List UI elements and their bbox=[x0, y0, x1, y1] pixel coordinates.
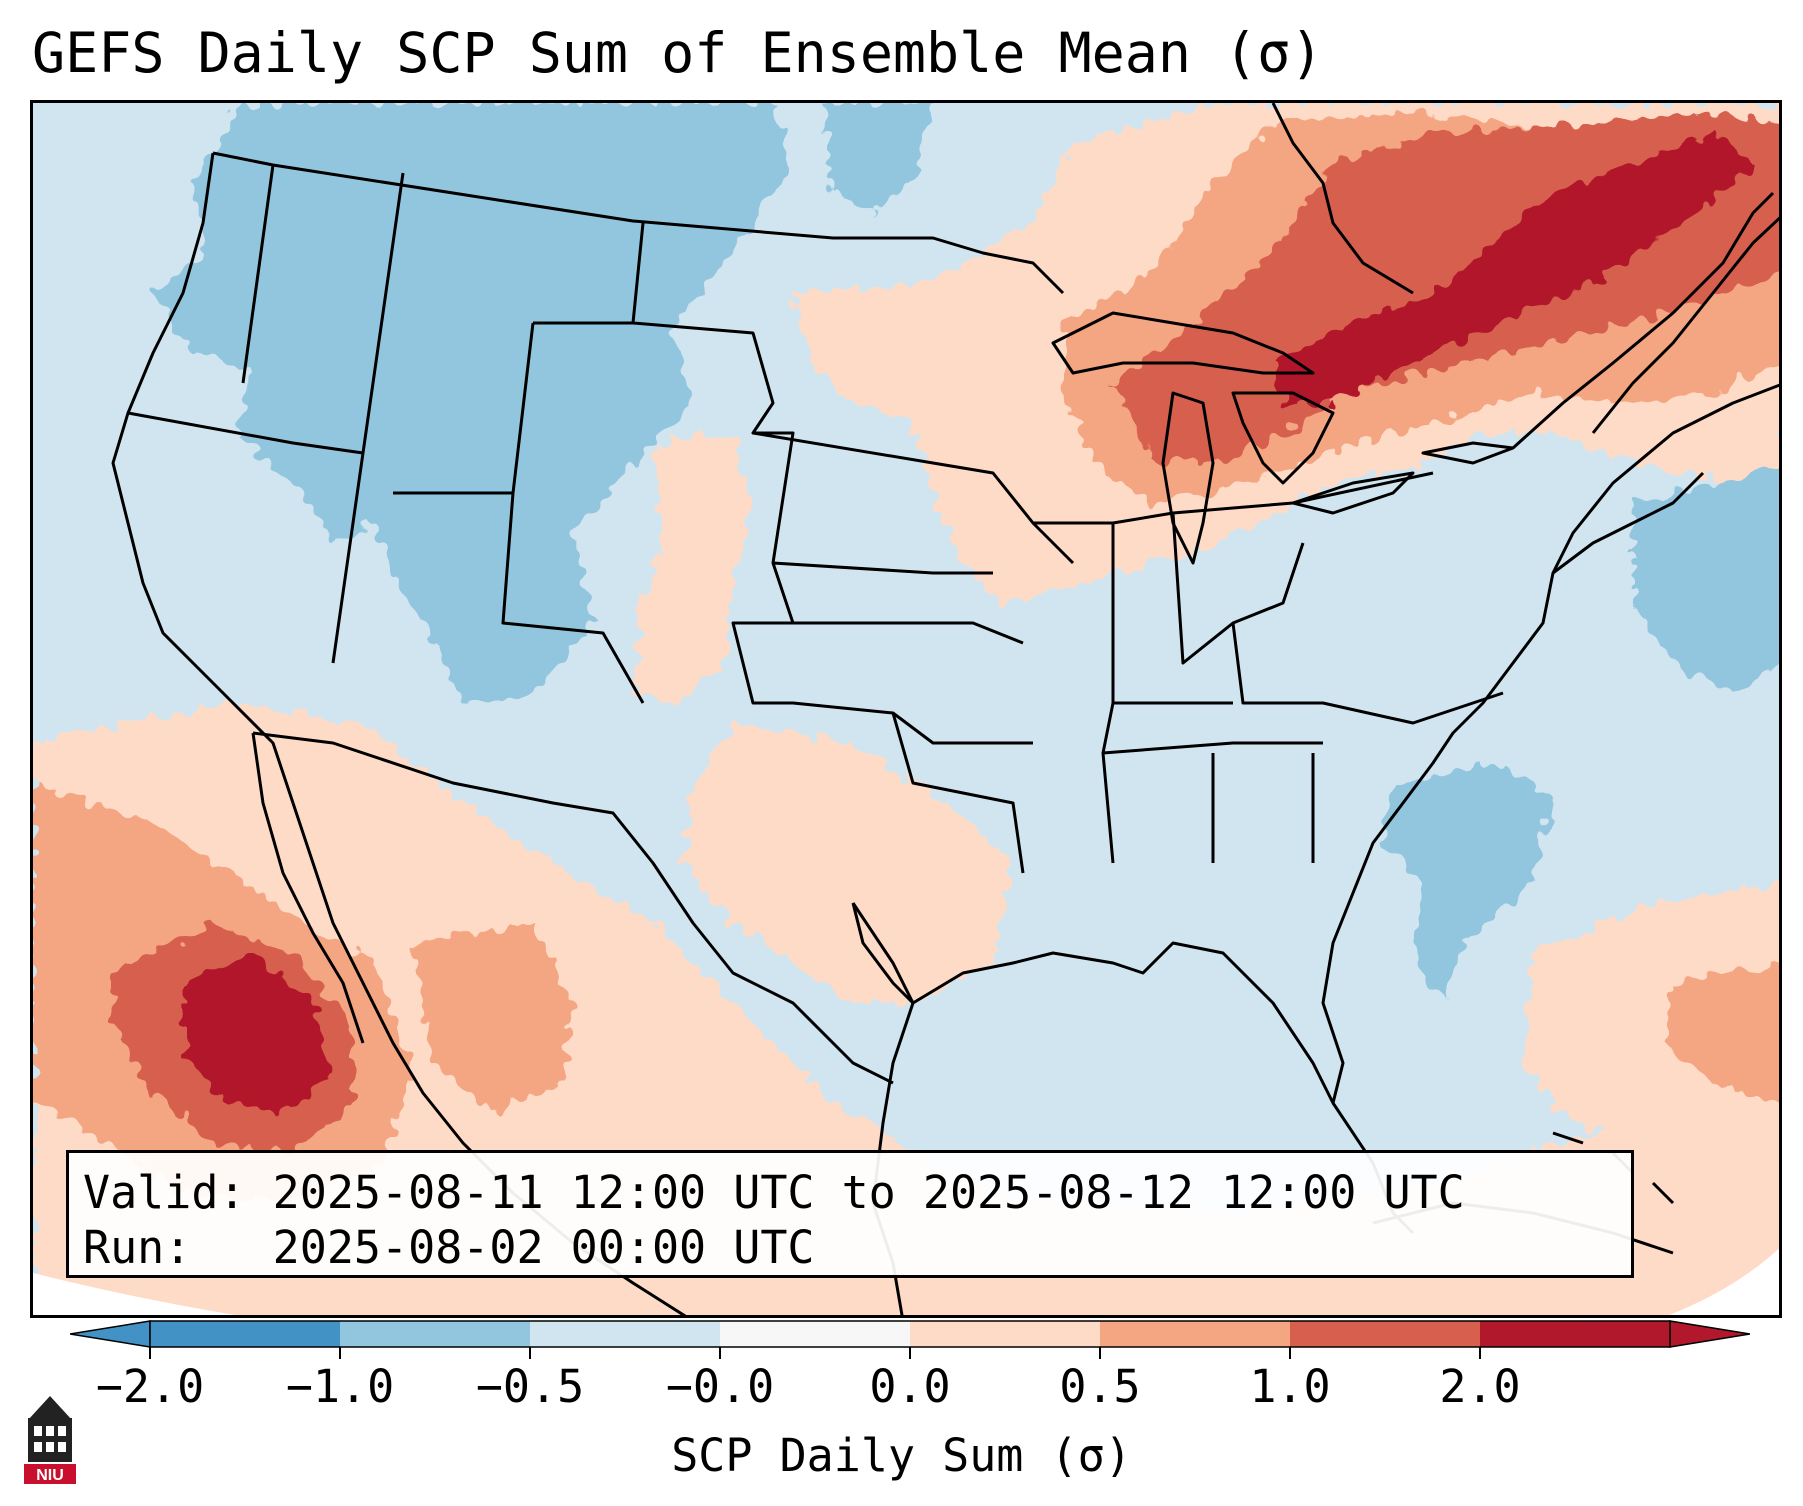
lake-superior bbox=[1051, 311, 1315, 375]
colorbar-segment bbox=[720, 1321, 910, 1347]
colorbar-extend-low bbox=[70, 1320, 151, 1348]
map-canvas bbox=[33, 103, 1779, 1315]
domain-mask-bottom-right bbox=[1669, 1248, 1779, 1315]
canada-shore bbox=[1271, 103, 1414, 295]
canada-border bbox=[212, 151, 1065, 295]
field-region-sonora-extreme-positive bbox=[183, 953, 333, 1113]
state-lines bbox=[127, 164, 1504, 874]
logo-window-f bbox=[58, 1442, 66, 1452]
northeast-coast bbox=[1552, 216, 1779, 575]
colorbar bbox=[70, 1320, 1750, 1359]
colorbar-segment bbox=[1480, 1321, 1670, 1347]
valid-label: Valid: bbox=[83, 1166, 246, 1219]
field-region-texas-weak-positive bbox=[683, 723, 1013, 1003]
colorbar-segment bbox=[910, 1321, 1100, 1347]
logo-window-e bbox=[46, 1442, 54, 1452]
colorbar-label: SCP Daily Sum (σ) bbox=[671, 1429, 1132, 1482]
colorbar-tick-label: −1.0 bbox=[285, 1360, 395, 1413]
chart-title: GEFS Daily SCP Sum of Ensemble Mean (σ) bbox=[32, 21, 1324, 85]
colorbar-tick-label: 0.5 bbox=[1059, 1360, 1141, 1413]
run-label: Run: bbox=[83, 1221, 192, 1274]
logo-text: NIU bbox=[36, 1467, 64, 1484]
logo-window-d bbox=[34, 1442, 42, 1452]
colorbar-segment bbox=[1290, 1321, 1480, 1347]
colorbar-segment bbox=[1100, 1321, 1290, 1347]
field-region-plains-weak-positive bbox=[633, 433, 753, 703]
us-mexico-border bbox=[252, 731, 894, 1085]
baja-peninsula bbox=[251, 732, 365, 1044]
logo-badge bbox=[24, 1464, 76, 1484]
colorbar-segment bbox=[340, 1321, 530, 1347]
logo-tower-top bbox=[28, 1396, 72, 1420]
colorbar-extend-high bbox=[1669, 1320, 1750, 1348]
colorbar-tick-label: −2.0 bbox=[95, 1360, 205, 1413]
logo-tower-body bbox=[28, 1418, 72, 1462]
field-region-quebec-extreme-positive bbox=[1273, 133, 1753, 403]
field-region-atlantic-mod-positive bbox=[1663, 964, 1779, 1102]
run-value: 2025-08-02 00:00 UTC bbox=[272, 1221, 815, 1274]
field-region-atlantic-negative bbox=[1633, 464, 1779, 693]
info-box: Valid: 2025-08-11 12:00 UTC to 2025-08-1… bbox=[66, 1150, 1634, 1278]
map-panel bbox=[30, 100, 1782, 1318]
field-region-northwest-negative bbox=[153, 103, 793, 703]
st-lawrence bbox=[1511, 191, 1775, 450]
field-region-montana-negative bbox=[823, 103, 933, 213]
logo-window-a bbox=[34, 1426, 42, 1436]
lake-erie bbox=[1291, 471, 1415, 515]
field-region-sierra-mod-positive bbox=[413, 923, 573, 1113]
colorbar-tick-label: 0.0 bbox=[869, 1360, 951, 1413]
valid-value: 2025-08-11 12:00 UTC to 2025-08-12 12:00… bbox=[272, 1166, 1465, 1219]
colorbar-tick-label: 2.0 bbox=[1439, 1360, 1521, 1413]
colorbar-tick-label: 1.0 bbox=[1249, 1360, 1331, 1413]
colorbar-tick-label: −0.5 bbox=[475, 1360, 585, 1413]
colorbar-tick-label: −0.0 bbox=[665, 1360, 775, 1413]
colorbar-segment bbox=[530, 1321, 720, 1347]
domain-mask-bottom-left bbox=[33, 1273, 236, 1315]
lake-michigan bbox=[1161, 391, 1215, 565]
lake-huron bbox=[1231, 391, 1335, 485]
colorbar-segment bbox=[150, 1321, 340, 1347]
logo-window-b bbox=[46, 1426, 54, 1436]
logo-window-c bbox=[58, 1426, 66, 1436]
gulf-coast bbox=[851, 383, 1779, 1105]
pacific-coast bbox=[111, 152, 295, 804]
niu-university-logo: NIU bbox=[24, 1396, 76, 1484]
field-region-carolinas-negative bbox=[1383, 763, 1553, 1003]
